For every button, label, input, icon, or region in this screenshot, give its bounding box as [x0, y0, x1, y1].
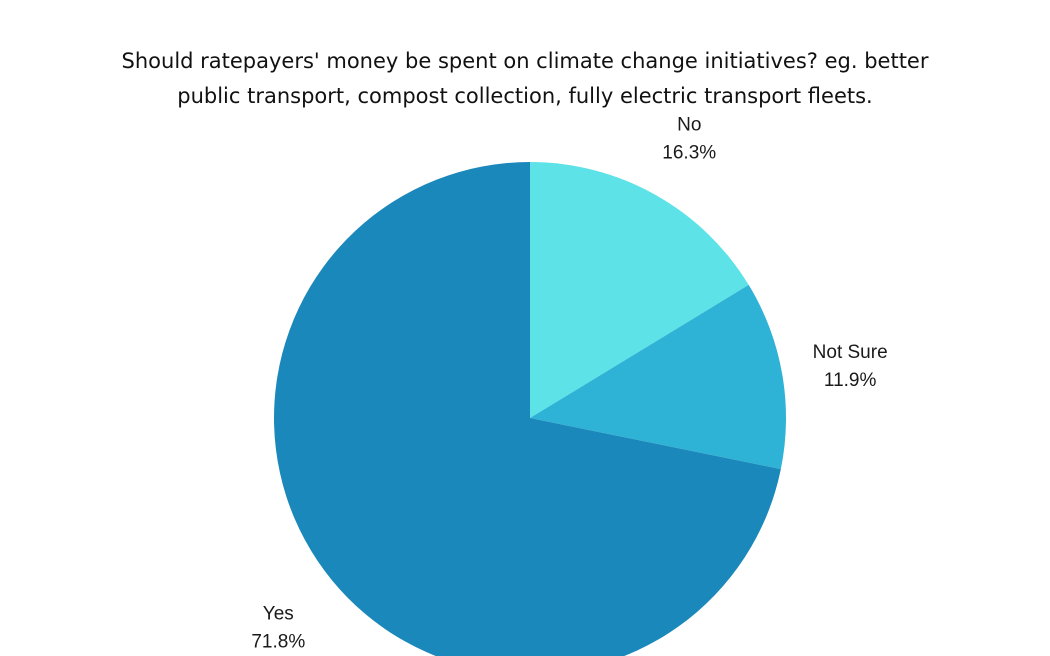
pie-slices	[274, 162, 786, 656]
slice-label-not-sure: Not Sure	[813, 342, 888, 363]
pie-slice-yes	[274, 162, 781, 656]
pie-labels: No 16.3% Not Sure 11.9% Yes 71.8%	[251, 115, 887, 653]
slice-value-no: 16.3%	[662, 143, 716, 164]
slice-value-not-sure: 11.9%	[824, 370, 877, 391]
pie-slice-no	[530, 162, 749, 418]
chart-title-line-2: public transport, compost collection, fu…	[177, 84, 873, 108]
slice-label-no: No	[677, 115, 701, 136]
slice-value-yes: 71.8%	[251, 632, 305, 653]
chart-title-line-1: Should ratepayers' money be spent on cli…	[121, 49, 929, 73]
pie-slice-not-sure	[530, 284, 786, 470]
slice-label-yes: Yes	[263, 604, 294, 625]
chart-title: Should ratepayers' money be spent on cli…	[0, 44, 1050, 114]
